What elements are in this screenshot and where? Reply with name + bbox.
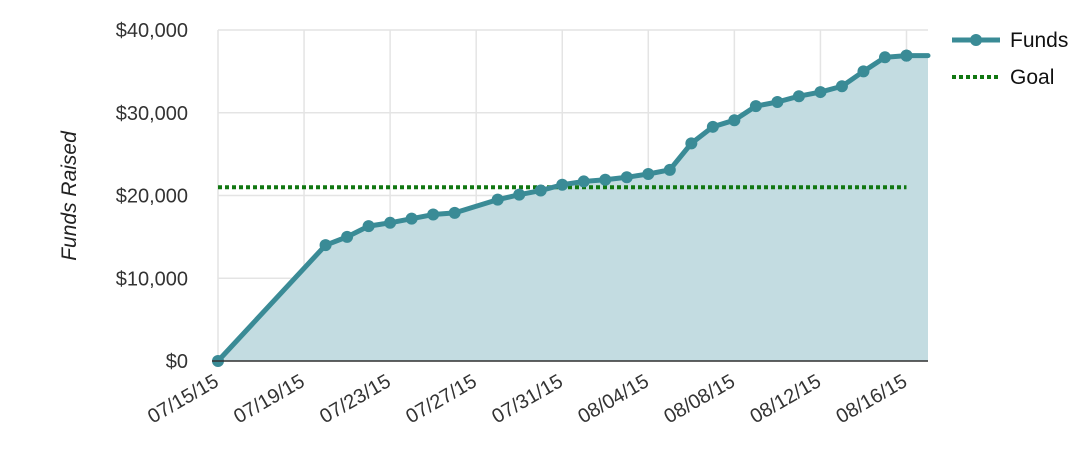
y-tick-label-2: $20,000 xyxy=(116,186,188,208)
funds-point-1 xyxy=(319,239,332,252)
y-tick-label-4: $40,000 xyxy=(116,20,188,42)
funds-point-26 xyxy=(878,51,891,64)
funds-point-18 xyxy=(706,120,719,133)
x-tick-label-1: 07/19/15 xyxy=(230,370,308,428)
funds-point-23 xyxy=(814,86,827,99)
funds-point-9 xyxy=(513,188,526,201)
x-tick-label-0: 07/15/15 xyxy=(144,370,222,428)
funds-point-14 xyxy=(620,171,633,184)
x-tick-labels: 07/15/15 07/19/15 07/23/15 07/27/15 07/31/15… xyxy=(144,370,911,428)
x-tick-label-6: 08/08/15 xyxy=(660,370,738,428)
x-tick-label-7: 08/12/15 xyxy=(746,370,824,428)
funds-point-28 xyxy=(900,49,913,62)
legend-funds-label: Funds xyxy=(1010,29,1068,52)
funds-point-13 xyxy=(599,173,612,186)
funds-area-layer xyxy=(218,55,928,362)
funds-point-4 xyxy=(384,216,397,229)
funds-point-5 xyxy=(405,212,418,225)
funds-point-3 xyxy=(362,220,375,233)
funds-point-25 xyxy=(857,65,870,78)
funds-point-11 xyxy=(556,178,569,191)
funds-point-7 xyxy=(448,206,461,219)
y-tick-label-3: $30,000 xyxy=(116,103,188,125)
funds-area xyxy=(218,55,928,362)
legend-item-goal[interactable]: Goal xyxy=(952,66,1054,89)
funds-markers xyxy=(212,49,913,367)
funds-point-24 xyxy=(835,80,848,93)
funds-point-6 xyxy=(427,208,440,221)
x-tick-label-2: 07/23/15 xyxy=(316,370,394,428)
x-tick-label-3: 07/27/15 xyxy=(402,370,480,428)
funds-point-8 xyxy=(491,193,504,206)
funds-point-12 xyxy=(577,175,590,188)
legend-funds-marker xyxy=(970,34,982,46)
funds-point-2 xyxy=(341,230,354,243)
x-tick-label-8: 08/16/15 xyxy=(833,370,911,428)
y-tick-label-1: $10,000 xyxy=(116,268,188,290)
funds-point-17 xyxy=(685,137,698,150)
y-tick-labels: $0 $10,000 $20,000 $30,000 $40,000 xyxy=(116,20,188,373)
funds-point-22 xyxy=(792,90,805,103)
legend-item-funds[interactable]: Funds xyxy=(952,29,1068,52)
legend: Funds Goal xyxy=(952,29,1068,89)
funds-point-16 xyxy=(663,163,676,176)
funds-point-21 xyxy=(771,95,784,108)
x-tick-label-4: 07/31/15 xyxy=(488,370,566,428)
y-tick-label-0: $0 xyxy=(166,351,188,373)
y-axis-title: Funds Raised xyxy=(58,130,81,261)
legend-goal-label: Goal xyxy=(1010,66,1054,89)
funds-point-15 xyxy=(642,167,655,180)
funds-point-20 xyxy=(749,100,762,113)
x-tick-label-5: 08/04/15 xyxy=(574,370,652,428)
funds-point-10 xyxy=(534,184,547,197)
funds-point-19 xyxy=(728,114,741,127)
